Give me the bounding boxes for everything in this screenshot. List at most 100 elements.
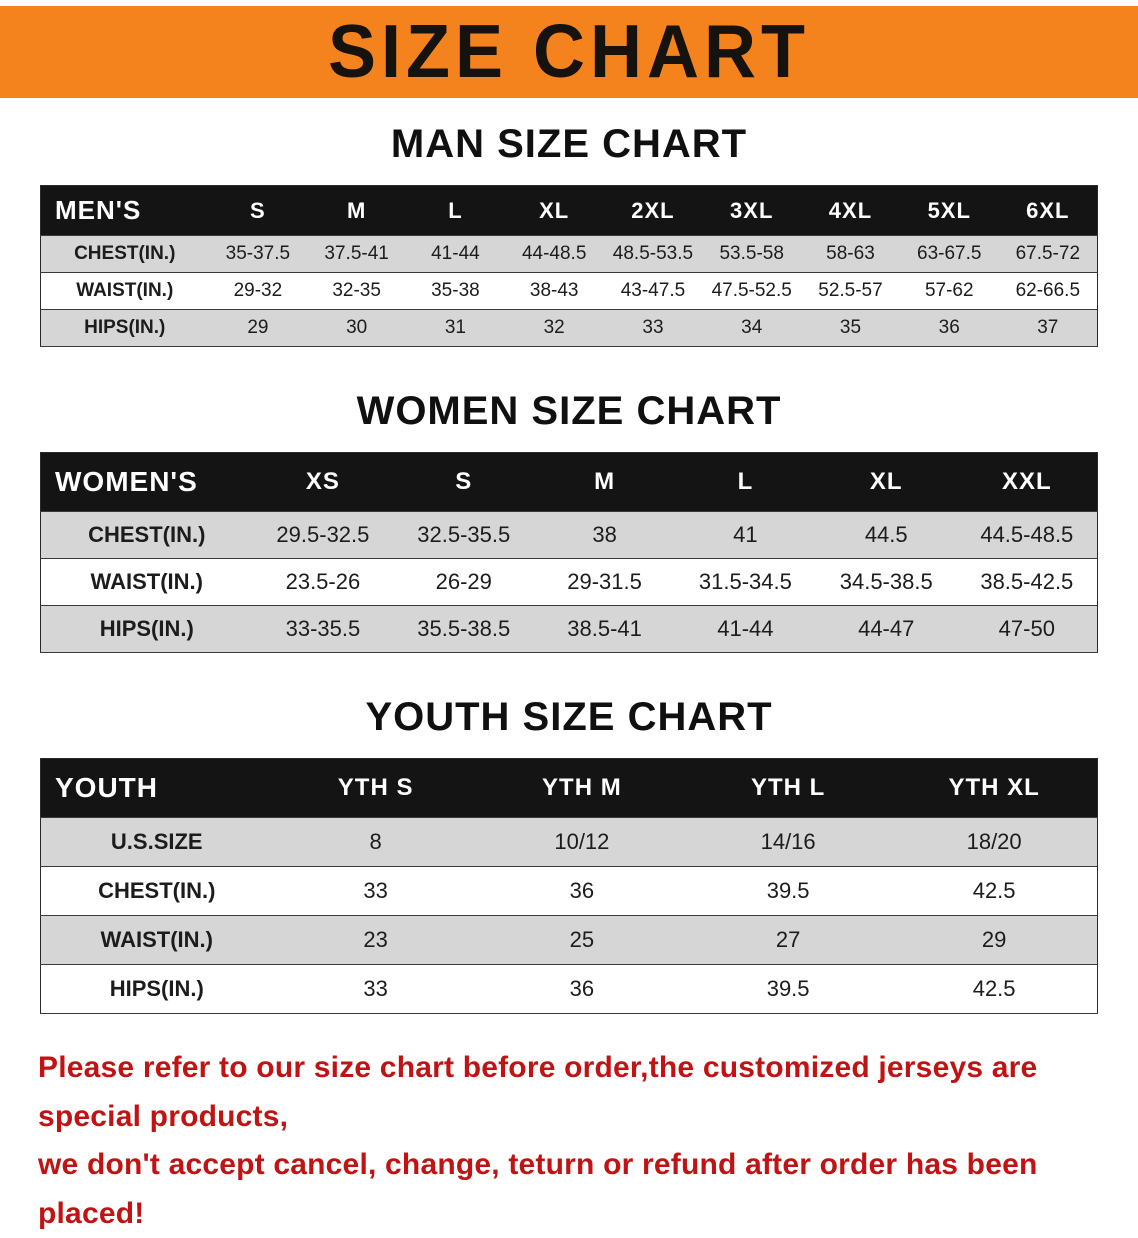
- size-value-cell: 44.5: [815, 511, 957, 559]
- size-value-cell: 27: [685, 915, 892, 965]
- size-value-cell: 26-29: [393, 558, 535, 606]
- table-row: WAIST(IN.) 29-32 32-35 35-38 38-43 43-47.5 47.…: [40, 272, 1098, 310]
- size-value-cell: 44.5-48.5: [956, 511, 1098, 559]
- size-value-cell: 44-47: [815, 605, 957, 653]
- size-value-cell: 35: [801, 309, 900, 347]
- column-header: YTH M: [478, 758, 685, 818]
- size-value-cell: 31: [406, 309, 505, 347]
- youth-size-table: YOUTH YTH S YTH M YTH L YTH XL U.S.SIZE 8 10/12…: [40, 758, 1098, 1014]
- size-value-cell: 58-63: [801, 235, 900, 273]
- size-value-cell: 14/16: [685, 817, 892, 867]
- table-row: WAIST(IN.) 23.5-26 26-29 29-31.5 31.5-34.5 34…: [40, 558, 1098, 606]
- row-label: CHEST(IN.): [40, 866, 273, 916]
- men-chart-heading: MAN SIZE CHART: [390, 122, 748, 166]
- header-row: WOMEN'S XS S M L XL XXL: [40, 452, 1098, 512]
- column-header: S: [208, 185, 308, 236]
- table-row: CHEST(IN.) 29.5-32.5 32.5-35.5 38 41 44.5 44.5…: [40, 511, 1098, 559]
- size-value-cell: 33: [603, 309, 703, 347]
- row-label: HIPS(IN.): [40, 605, 253, 653]
- column-header: 2XL: [603, 185, 703, 236]
- size-chart-banner-title: SIZE CHART: [328, 10, 810, 95]
- size-value-cell: 33-35.5: [252, 605, 394, 653]
- row-label: WAIST(IN.): [40, 915, 273, 965]
- size-value-cell: 38.5-41: [534, 605, 675, 653]
- size-value-cell: 29.5-32.5: [252, 511, 394, 559]
- size-value-cell: 41: [674, 511, 816, 559]
- size-value-cell: 35-37.5: [208, 235, 308, 273]
- women-size-table: WOMEN'S XS S M L XL XXL CHEST(IN.) 29.5-32.5 32.5…: [40, 452, 1098, 653]
- size-value-cell: 36: [478, 964, 685, 1014]
- size-value-cell: 33: [272, 866, 479, 916]
- size-value-cell: 10/12: [478, 817, 685, 867]
- size-value-cell: 18/20: [891, 817, 1098, 867]
- size-value-cell: 43-47.5: [603, 272, 703, 310]
- size-value-cell: 29: [208, 309, 308, 347]
- column-header: XS: [252, 452, 394, 512]
- size-value-cell: 57-62: [899, 272, 999, 310]
- size-value-cell: 35-38: [406, 272, 505, 310]
- table-row: HIPS(IN.) 29 30 31 32 33 34 35 36 37: [40, 309, 1098, 347]
- size-value-cell: 48.5-53.5: [603, 235, 703, 273]
- men-size-table: MEN'S S M L XL 2XL 3XL 4XL 5XL 6XL CHEST(IN.) 35-37…: [40, 185, 1098, 347]
- size-value-cell: 39.5: [685, 964, 892, 1014]
- size-value-cell: 44-48.5: [504, 235, 604, 273]
- size-value-cell: 37.5-41: [307, 235, 407, 273]
- size-value-cell: 62-66.5: [998, 272, 1098, 310]
- size-value-cell: 38: [534, 511, 675, 559]
- disclaimer-text: Please refer to our size chart before or…: [0, 1044, 1138, 1238]
- size-value-cell: 23.5-26: [252, 558, 394, 606]
- size-value-cell: 53.5-58: [702, 235, 802, 273]
- women-chart-heading: WOMEN SIZE CHART: [356, 389, 782, 433]
- size-value-cell: 52.5-57: [801, 272, 900, 310]
- size-value-cell: 31.5-34.5: [674, 558, 816, 606]
- size-value-cell: 38-43: [504, 272, 604, 310]
- size-value-cell: 23: [272, 915, 479, 965]
- men-group-label: MEN'S: [40, 185, 209, 236]
- row-label: CHEST(IN.): [40, 511, 253, 559]
- table-row: WAIST(IN.) 23 25 27 29: [40, 915, 1098, 965]
- men-size-section: MAN SIZE CHART MEN'S S M L XL 2XL 3XL 4XL 5XL 6XL C…: [0, 122, 1138, 347]
- column-header: 3XL: [702, 185, 802, 236]
- row-label: U.S.SIZE: [40, 817, 273, 867]
- size-value-cell: 37: [998, 309, 1098, 347]
- size-value-cell: 42.5: [891, 866, 1098, 916]
- size-value-cell: 36: [899, 309, 999, 347]
- size-value-cell: 36: [478, 866, 685, 916]
- women-size-section: WOMEN SIZE CHART WOMEN'S XS S M L XL XXL CHEST(I…: [0, 389, 1138, 653]
- column-header: L: [674, 452, 816, 512]
- size-value-cell: 39.5: [685, 866, 892, 916]
- size-value-cell: 47.5-52.5: [702, 272, 802, 310]
- size-value-cell: 32: [504, 309, 604, 347]
- row-label: WAIST(IN.): [40, 272, 209, 310]
- size-value-cell: 25: [478, 915, 685, 965]
- row-label: WAIST(IN.): [40, 558, 253, 606]
- size-value-cell: 29: [891, 915, 1098, 965]
- size-value-cell: 29-32: [208, 272, 308, 310]
- size-value-cell: 35.5-38.5: [393, 605, 535, 653]
- youth-size-section: YOUTH SIZE CHART YOUTH YTH S YTH M YTH L YTH …: [0, 695, 1138, 1014]
- youth-chart-heading: YOUTH SIZE CHART: [365, 695, 773, 739]
- table-row: CHEST(IN.) 35-37.5 37.5-41 41-44 44-48.5 48.5…: [40, 235, 1098, 273]
- size-value-cell: 8: [272, 817, 479, 867]
- size-value-cell: 34.5-38.5: [815, 558, 957, 606]
- table-row: HIPS(IN.) 33 36 39.5 42.5: [40, 964, 1098, 1014]
- header-row: YOUTH YTH S YTH M YTH L YTH XL: [40, 758, 1098, 818]
- column-header: YTH XL: [891, 758, 1098, 818]
- column-header: YTH L: [685, 758, 892, 818]
- column-header: XL: [504, 185, 604, 236]
- row-label: HIPS(IN.): [40, 309, 209, 347]
- disclaimer-line-1: Please refer to our size chart before or…: [38, 1051, 1038, 1133]
- size-value-cell: 38.5-42.5: [956, 558, 1098, 606]
- size-value-cell: 30: [307, 309, 407, 347]
- size-chart-sections: MAN SIZE CHART MEN'S S M L XL 2XL 3XL 4XL 5XL 6XL C…: [0, 122, 1138, 1014]
- disclaimer-line-2: we don't accept cancel, change, teturn o…: [38, 1148, 1038, 1230]
- header-row: MEN'S S M L XL 2XL 3XL 4XL 5XL 6XL: [40, 185, 1098, 236]
- size-value-cell: 41-44: [406, 235, 505, 273]
- column-header: XXL: [956, 452, 1098, 512]
- size-value-cell: 42.5: [891, 964, 1098, 1014]
- size-value-cell: 32.5-35.5: [393, 511, 535, 559]
- column-header: YTH S: [272, 758, 479, 818]
- size-value-cell: 67.5-72: [998, 235, 1098, 273]
- size-value-cell: 63-67.5: [899, 235, 999, 273]
- column-header: S: [393, 452, 535, 512]
